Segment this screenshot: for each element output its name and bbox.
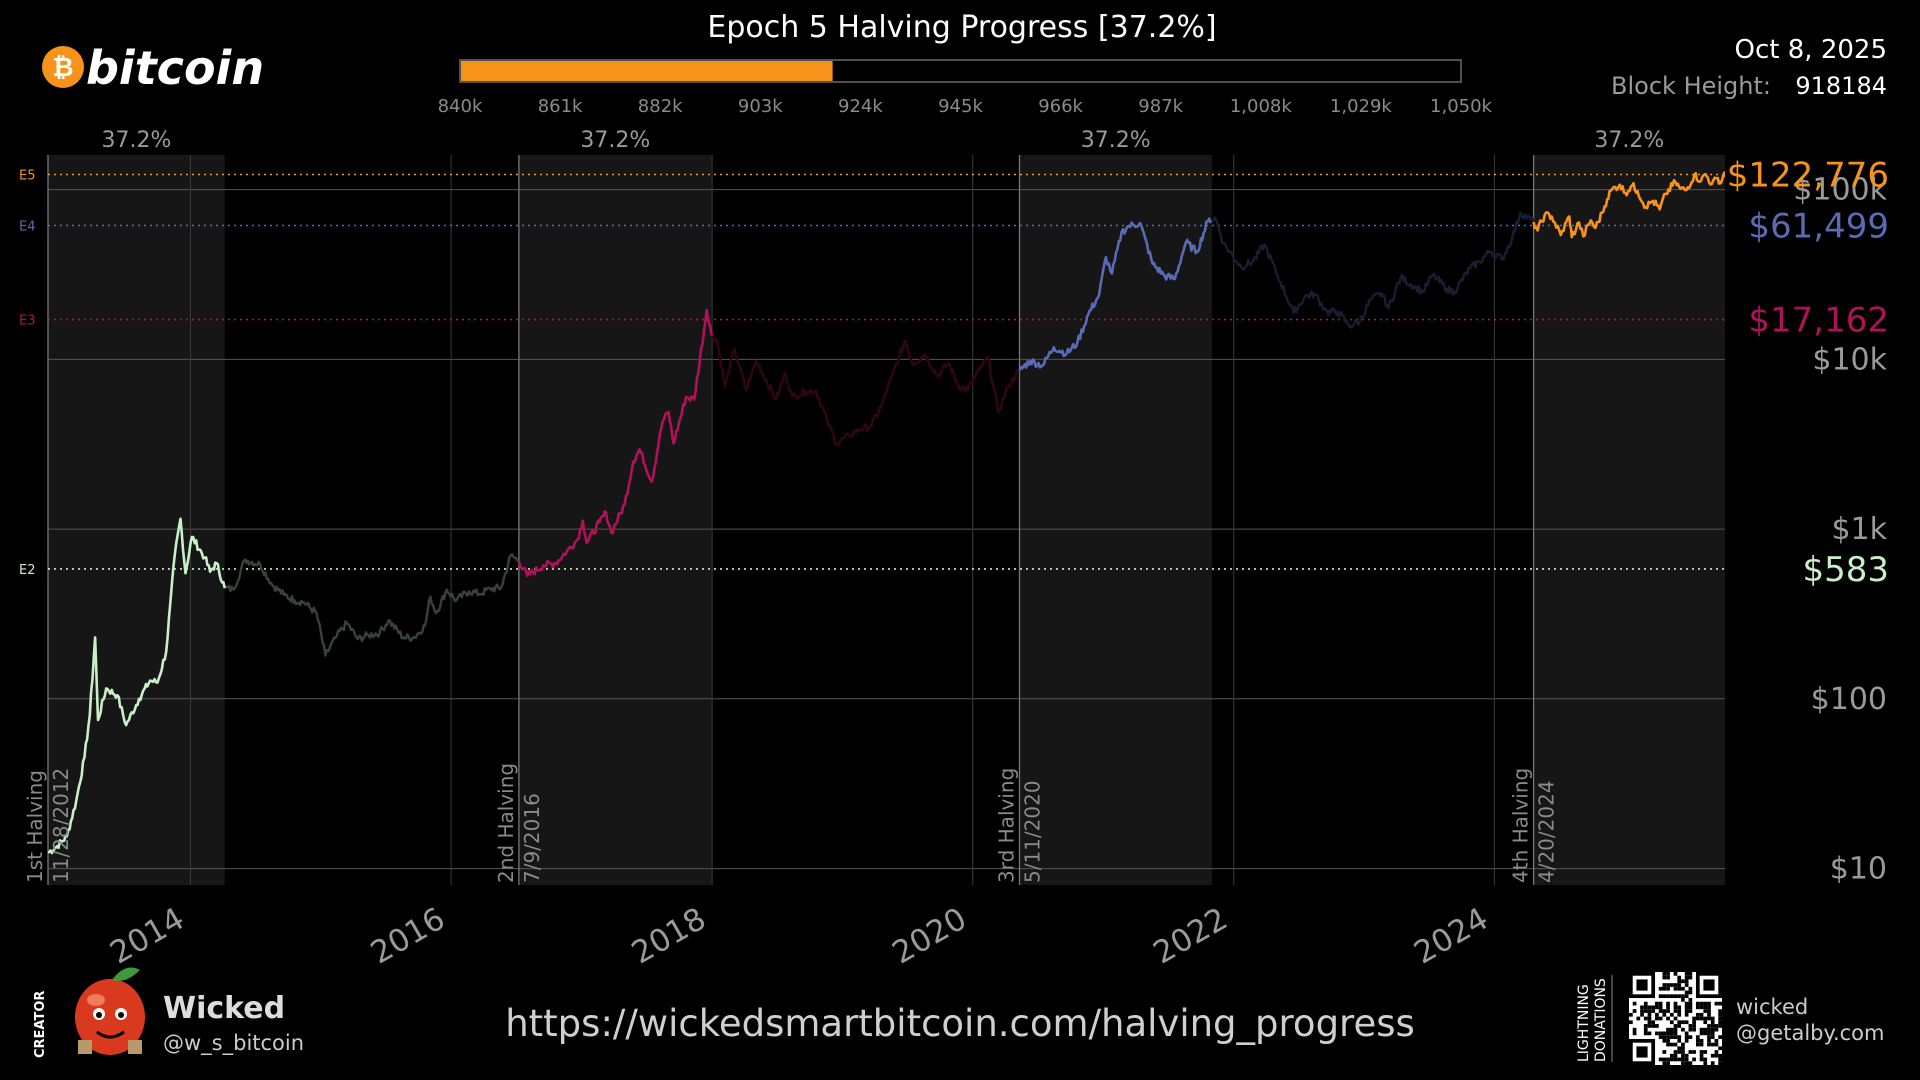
epoch-level-tag-E5: E5 <box>19 169 36 184</box>
epoch-level-tag-E3: E3 <box>19 314 36 329</box>
epoch-level-label-E2: $583 <box>1802 550 1889 590</box>
halving-name-4: 4th Halving <box>1509 768 1533 883</box>
progress-band-1 <box>48 155 225 885</box>
footer-url[interactable]: https://wickedsmartbitcoin.com/halving_p… <box>505 1002 1415 1045</box>
halving-labels: 1st Halving 11/28/2012 2nd Halving 7/9/2016… <box>23 763 1559 883</box>
series-epoch5 <box>1532 171 1725 239</box>
halving-date-4: 4/20/2024 <box>1535 780 1559 883</box>
series-epoch4 <box>1018 217 1212 371</box>
progress-tick-0: 840k <box>438 96 483 117</box>
epoch-level-labels: $583 $17,162 $61,499 $122,776 <box>1727 156 1889 590</box>
x-tick-label-4: 2022 <box>1147 901 1233 972</box>
creator-label: CREATOR <box>33 991 48 1058</box>
series-epoch2-after <box>222 553 519 657</box>
progress-bar: 840k 861k 882k 903k 924k 945k 966k 987k 1,008k 1,… <box>438 59 1493 117</box>
epoch-levels: E2 E3 E4 E5 <box>19 169 1725 578</box>
progress-band-2 <box>518 155 712 885</box>
bitcoin-logo: ₿ bitcoin <box>42 41 264 95</box>
grid <box>47 155 1725 885</box>
halving-name-1: 1st Halving <box>23 770 47 883</box>
creator-block: CREATOR Wicked @w_s_bitcoin <box>33 967 304 1058</box>
creator-name: Wicked <box>163 991 285 1026</box>
halving-date-2: 7/9/2016 <box>520 793 544 883</box>
progress-tick-8: 1,008k <box>1230 96 1293 117</box>
creator-handle: @w_s_bitcoin <box>163 1031 304 1056</box>
epoch-level-label-E5: $122,776 <box>1727 156 1889 196</box>
progress-bar-fill <box>461 61 833 81</box>
brand-name: bitcoin <box>86 41 264 95</box>
avatar-leaf-icon <box>112 967 140 981</box>
epoch-level-label-E4: $61,499 <box>1748 207 1889 247</box>
y-tick-label-1: $100 <box>1811 682 1887 717</box>
plot-area: 37.2% 37.2% 37.2% 37.2% E2 E3 E4 E5 1st Halvin… <box>19 128 1889 971</box>
x-tick-label-0: 2014 <box>104 901 190 972</box>
halving-date-1: 11/28/2012 <box>49 768 73 883</box>
qr-code-icon[interactable] <box>1629 972 1722 1065</box>
lightning-label-line1: LIGHTNING <box>1576 984 1592 1062</box>
progress-band-label-3: 37.2% <box>1081 128 1151 153</box>
page-title: Epoch 5 Halving Progress [37.2%] <box>707 10 1216 45</box>
x-axis-ticks: 2014 2016 2018 2020 2022 2024 <box>104 901 1494 972</box>
progress-bands: 37.2% 37.2% 37.2% 37.2% <box>48 128 1725 885</box>
progress-bar-ticks: 840k 861k 882k 903k 924k 945k 966k 987k 1,008k 1,… <box>438 96 1493 117</box>
halving-date-3: 5/11/2020 <box>1021 780 1045 883</box>
current-date: Oct 8, 2025 <box>1735 35 1887 65</box>
series-epoch2 <box>48 517 226 855</box>
progress-band-label-4: 37.2% <box>1594 128 1664 153</box>
y-axis-ticks: $10 $100 $1k $10k $100k <box>1793 173 1887 887</box>
progress-band-3 <box>1019 155 1212 885</box>
progress-tick-2: 882k <box>638 96 683 117</box>
lightning-address-line1: wicked <box>1736 995 1808 1019</box>
lightning-address-line2: @getalby.com <box>1736 1021 1884 1045</box>
y-tick-label-4: $100k <box>1793 173 1887 208</box>
progress-band-4 <box>1533 155 1725 885</box>
y-tick-label-2: $1k <box>1831 512 1887 547</box>
progress-tick-6: 966k <box>1038 96 1083 117</box>
lightning-donations: LIGHTNING DONATIONS wicked @getalby.com <box>1576 972 1884 1065</box>
progress-band-label-1: 37.2% <box>101 128 171 153</box>
y-tick-label-0: $10 <box>1830 852 1887 887</box>
price-series <box>48 171 1725 855</box>
series-epoch4-after <box>1209 211 1535 329</box>
creator-avatar <box>75 967 145 1055</box>
x-tick-label-5: 2024 <box>1408 901 1494 972</box>
epoch-level-tag-E2: E2 <box>19 563 36 578</box>
y-tick-label-3: $10k <box>1812 342 1887 377</box>
x-tick-label-3: 2020 <box>886 901 972 972</box>
x-tick-label-1: 2016 <box>365 901 451 972</box>
series-epoch3 <box>517 308 713 578</box>
block-height-label: Block Height: <box>1611 72 1771 100</box>
epoch-level-tag-E4: E4 <box>19 220 36 235</box>
lightning-label-line2: DONATIONS <box>1593 978 1609 1062</box>
progress-tick-3: 903k <box>738 96 783 117</box>
progress-tick-1: 861k <box>538 96 583 117</box>
avatar-apple-shine <box>87 994 105 1006</box>
epoch-level-label-E3: $17,162 <box>1748 301 1889 341</box>
progress-tick-5: 945k <box>938 96 983 117</box>
bitcoin-coin-icon <box>42 46 84 88</box>
progress-tick-10: 1,050k <box>1430 96 1493 117</box>
progress-band-label-2: 37.2% <box>580 128 650 153</box>
block-height-value: 918184 <box>1795 72 1887 100</box>
bitcoin-coin-glyph: ₿ <box>52 53 73 83</box>
x-tick-label-2: 2018 <box>626 901 712 972</box>
progress-tick-9: 1,029k <box>1330 96 1393 117</box>
halving-name-2: 2nd Halving <box>494 763 518 883</box>
halving-name-3: 3rd Halving <box>995 768 1019 883</box>
progress-tick-4: 924k <box>838 96 883 117</box>
series-epoch3-after <box>709 327 1020 447</box>
progress-tick-7: 987k <box>1138 96 1183 117</box>
